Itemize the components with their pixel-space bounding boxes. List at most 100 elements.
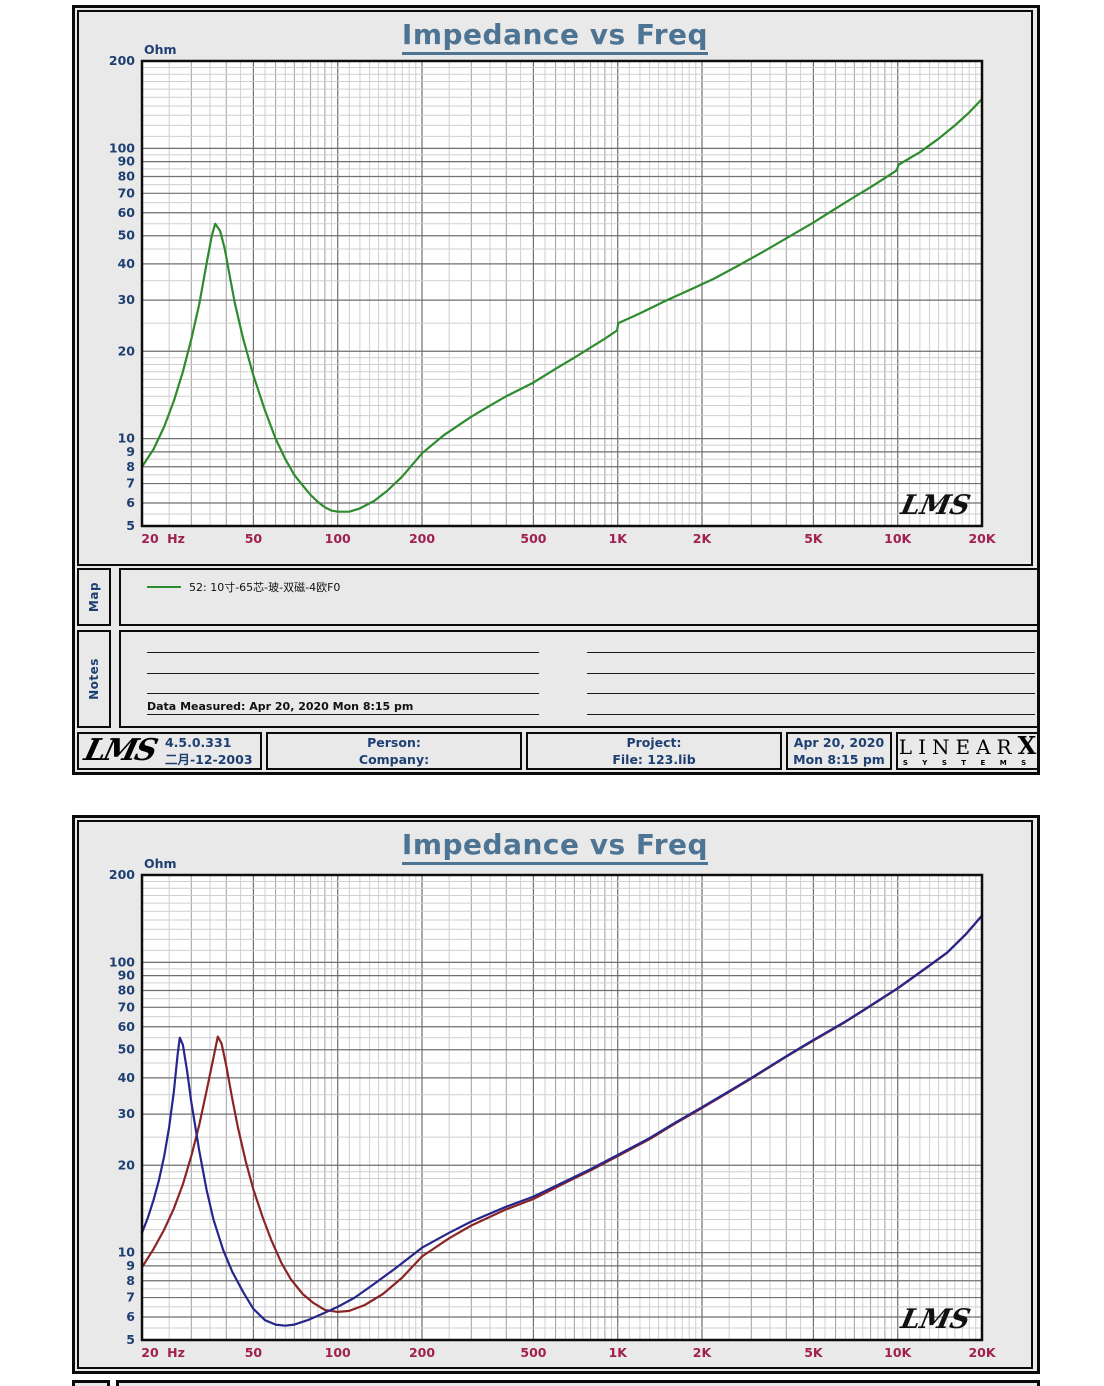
y-tick-label: 40: [118, 1070, 136, 1085]
y-tick-label: 10: [118, 1245, 136, 1260]
x-tick-label: 500: [520, 531, 546, 546]
y-tick-label: 200: [109, 53, 135, 68]
footer-brand-cell: LINEAR X S Y S T E M S: [896, 732, 1039, 770]
plot-area: [142, 61, 982, 526]
y-tick-label: 6: [126, 495, 135, 510]
x-tick-label: 100: [325, 1345, 351, 1360]
y-tick-label: 20: [118, 1157, 136, 1172]
y-tick-label: 8: [126, 459, 135, 474]
x-tick-label: 100: [325, 531, 351, 546]
footer-date-cell: Apr 20, 2020 Mon 8:15 pm: [786, 732, 892, 770]
y-tick-label: 9: [126, 1258, 135, 1273]
legend-item: 52: 10寸-65芯-玻-双磁-4欧F0: [147, 579, 340, 595]
notes-content-box: Data Measured: Apr 20, 2020 Mon 8:15 pm: [119, 630, 1039, 728]
ruled-line: [147, 693, 539, 695]
footer-person-cell: Person: Company:: [266, 732, 522, 770]
lms-watermark: LMS: [897, 489, 973, 521]
footer-version-cell: LMS 4.5.0.331 二月-12-2003: [77, 732, 262, 770]
chart-title-text: Impedance vs Freq: [401, 18, 709, 55]
version-date: 二月-12-2003: [164, 752, 253, 767]
y-tick-label: 5: [126, 1332, 135, 1347]
chart-title-1: Impedance vs Freq: [79, 18, 1031, 55]
y-tick-label: 70: [118, 999, 136, 1014]
y-tick-label: 100: [109, 140, 135, 155]
x-tick-label: 50: [245, 1345, 263, 1360]
linearx-logo: LINEAR X: [898, 730, 1037, 760]
footer-project-cell: Project: File: 123.lib: [526, 732, 782, 770]
impedance-curve: [140, 97, 984, 513]
x-tick-label: 500: [520, 1345, 546, 1360]
x-tick-label: 1K: [609, 1345, 629, 1360]
y-tick-label: 40: [118, 256, 136, 271]
report-page-2: Impedance vs Freq 200 100 90 80 70 60 50 40 30 20…: [72, 815, 1040, 1374]
plot-border: [140, 59, 984, 528]
y-tick-label: 30: [118, 1106, 136, 1121]
map-legend-box: 52: 10寸-65芯-玻-双磁-4欧F0: [119, 568, 1039, 626]
footer-time: Mon 8:15 pm: [793, 752, 885, 767]
y-tick-label: 100: [109, 954, 135, 969]
legend-line-swatch: [147, 586, 181, 588]
footer-date: Apr 20, 2020: [793, 734, 885, 750]
plot-border: [140, 873, 984, 1342]
map-section-label: Map: [87, 581, 102, 613]
y-tick-label: 10: [118, 431, 136, 446]
y-tick-label: 50: [118, 1042, 136, 1057]
y-tick-label: 90: [118, 154, 136, 169]
chart-title-2: Impedance vs Freq: [79, 828, 1031, 865]
y-tick-label: 60: [118, 205, 136, 220]
project-label: Project:: [626, 734, 682, 750]
y-tick-label: 7: [126, 476, 135, 491]
ruled-line: [147, 713, 539, 715]
map-row-gap: [111, 568, 119, 626]
y-tick-label: 70: [118, 185, 136, 200]
y-tick-label: 30: [118, 292, 136, 307]
ruled-line: [587, 713, 1035, 715]
notes-ruled-lines-left: [147, 652, 539, 715]
x-tick-label: 20: [141, 1345, 159, 1360]
x-axis-unit-label: Hz: [167, 531, 185, 546]
y-axis-unit-label: Ohm: [144, 42, 177, 57]
y-tick-label: 80: [118, 983, 136, 998]
y-tick-label: 20: [118, 343, 136, 358]
x-tick-label: 10K: [884, 531, 912, 546]
y-tick-label: 200: [109, 867, 135, 882]
page2-map-section-cutoff: [72, 1380, 1040, 1386]
y-tick-label: 9: [126, 444, 135, 459]
x-tick-label: 1K: [609, 531, 629, 546]
version-number: 4.5.0.331: [164, 734, 232, 750]
x-tick-label: 5K: [804, 1345, 824, 1360]
x-tick-label: 200: [409, 1345, 435, 1360]
ruled-line: [587, 672, 1035, 674]
chart-section-1: Impedance vs Freq 200 100 90 80 70 60 50 40 30 20…: [77, 10, 1033, 566]
y-tick-label: 90: [118, 968, 136, 983]
report-footer: LMS 4.5.0.331 二月-12-2003 Person: Company…: [77, 732, 1039, 770]
y-tick-label: 80: [118, 169, 136, 184]
y-tick-label: 50: [118, 228, 136, 243]
x-tick-label: 5K: [804, 531, 824, 546]
x-axis-unit-label: Hz: [167, 1345, 185, 1360]
x-tick-label: 20: [141, 531, 159, 546]
file-label: File: 123.lib: [612, 752, 696, 767]
x-tick-label: 2K: [693, 1345, 713, 1360]
y-tick-label: 8: [126, 1273, 135, 1288]
x-tick-label: 20K: [968, 1345, 996, 1360]
y-tick-label: 7: [126, 1290, 135, 1305]
map-section-label-box: Map: [77, 568, 111, 626]
y-tick-label: 6: [126, 1309, 135, 1324]
chart-title-text: Impedance vs Freq: [401, 828, 709, 865]
notes-ruled-lines-right: [587, 652, 1035, 715]
x-tick-label: 2K: [693, 531, 713, 546]
person-label: Person:: [367, 734, 421, 750]
y-axis-unit-label: Ohm: [144, 856, 177, 871]
ruled-line: [587, 652, 1035, 653]
ruled-line: [147, 652, 539, 653]
linearx-logo-linear: LINEAR: [898, 734, 1018, 759]
lms-watermark: LMS: [897, 1303, 973, 1335]
y-tick-label: 60: [118, 1019, 136, 1034]
y-tick-label: 5: [126, 518, 135, 533]
data-measured-text: Data Measured: Apr 20, 2020 Mon 8:15 pm: [147, 700, 414, 713]
linearx-logo-x: X: [1017, 730, 1037, 760]
version-info: 4.5.0.331 二月-12-2003: [165, 734, 253, 769]
